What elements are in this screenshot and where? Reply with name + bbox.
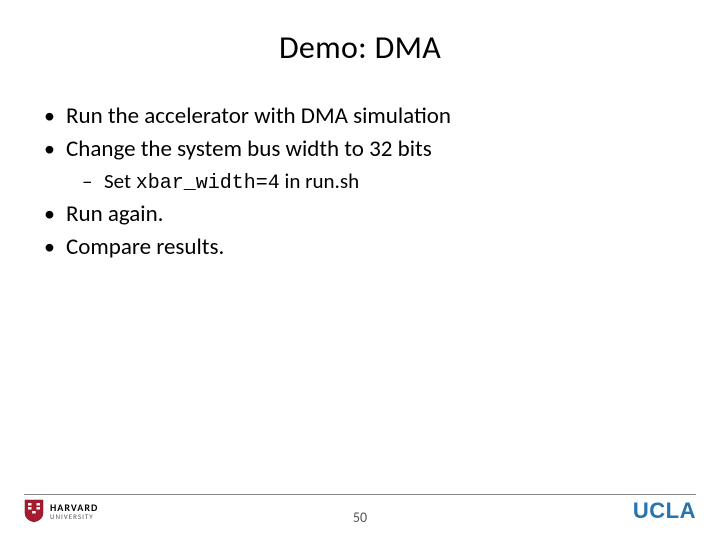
harvard-shield-icon xyxy=(24,499,44,523)
harvard-text-top: HARVARD xyxy=(50,503,98,513)
slide-footer: HARVARD UNIVERSITY 50 UCLA xyxy=(0,488,720,540)
sub-bullet-code: xbar_width=4 xyxy=(136,172,280,195)
sub-bullet-list: Set xbar_width=4 in run.sh xyxy=(66,167,682,197)
bullet-text: Run again. xyxy=(66,200,163,228)
harvard-logo: HARVARD UNIVERSITY xyxy=(24,499,98,523)
bullet-text: Change the system bus width to 32 bits xyxy=(66,135,432,163)
page-number: 50 xyxy=(353,509,367,526)
ucla-logo: UCLA xyxy=(633,498,696,524)
slide-content: Run the accelerator with DMA simulation … xyxy=(38,101,682,263)
footer-divider xyxy=(24,494,696,495)
harvard-wordmark: HARVARD UNIVERSITY xyxy=(50,503,98,520)
bullet-item: Run the accelerator with DMA simulation xyxy=(38,101,682,132)
bullet-list: Run the accelerator with DMA simulation … xyxy=(38,101,682,263)
harvard-text-bottom: UNIVERSITY xyxy=(50,513,98,520)
bullet-item: Change the system bus width to 32 bits S… xyxy=(38,134,682,197)
sub-bullet-prefix: Set xyxy=(104,168,136,194)
bullet-text: Compare results. xyxy=(66,233,224,261)
bullet-text: Run the accelerator with DMA simulation xyxy=(66,102,451,130)
sub-bullet-item: Set xbar_width=4 in run.sh xyxy=(76,167,682,197)
bullet-item: Compare results. xyxy=(38,232,682,263)
sub-bullet-suffix: in run.sh xyxy=(280,168,359,194)
slide-title: Demo: DMA xyxy=(38,28,682,67)
slide: Demo: DMA Run the accelerator with DMA s… xyxy=(0,0,720,540)
bullet-item: Run again. xyxy=(38,199,682,230)
